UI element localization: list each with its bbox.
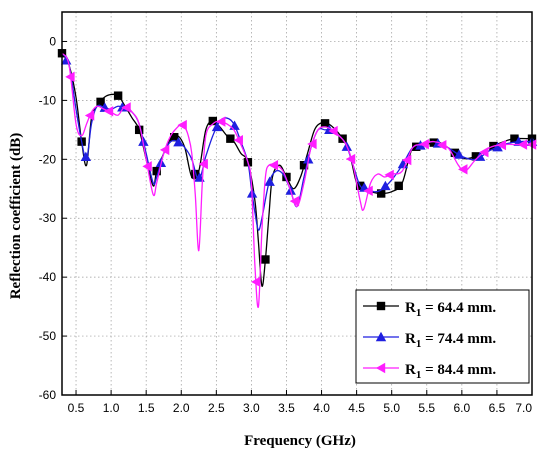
series-point [363,185,373,197]
series-point [170,133,179,142]
series-line [61,52,532,309]
series-point [517,139,528,150]
series-point [412,142,421,151]
series-point [328,125,338,137]
legend-symbol: R [405,362,416,378]
series-point [208,116,218,126]
x-tick-label: 2.5 [208,401,225,415]
series-point [173,137,184,147]
series-point [80,151,92,161]
x-tick-label: 1.5 [138,401,155,415]
series-point [384,169,394,181]
legend-subscript: 1 [416,369,422,381]
series-point [453,149,465,159]
legend-label: R1 = 64.4 mm. [405,300,496,319]
series-point [345,153,356,165]
x-axis-title: Frequency (GHz) [244,433,356,449]
series-point [429,138,438,147]
series-point [401,154,412,166]
series-layer [57,49,538,309]
x-tick-label: 4.0 [313,401,330,415]
series-point [229,120,240,130]
series-point [261,255,270,264]
series-point [198,158,208,170]
series-point [226,134,235,143]
series-point [458,164,468,175]
series-point [510,134,519,143]
series-point [159,144,170,156]
series-3 [61,52,537,309]
series-point [437,139,447,151]
legend-subscript: 1 [416,338,422,350]
series-point [320,119,330,128]
x-tick-label: 0.5 [68,401,85,415]
legend-entry: R1 = 74.4 mm. [363,331,496,350]
series-point [216,116,226,127]
legend-subscript: 1 [416,307,422,319]
series-point [65,71,75,83]
legend-value: = 64.4 mm. [421,300,496,316]
series-point [121,102,131,113]
y-tick-label: -20 [39,152,57,166]
y-tick-label: -30 [39,211,57,225]
legend-symbol: R [405,331,416,347]
y-tick-label: -10 [39,93,57,107]
series-point [307,138,317,150]
series-point [419,138,429,150]
x-tick-label: 3.5 [278,401,295,415]
plot-frame [61,11,533,396]
series-point [233,134,243,146]
series-point [103,106,114,117]
series-point [84,110,95,121]
series-point [268,160,279,171]
series-point [177,119,187,131]
x-tick-label: 5.0 [383,401,400,415]
y-axis: 0 -10 -20 -30 -40 -50 -60 [39,34,67,402]
x-tick-label: 6.5 [489,401,506,415]
series-point [113,91,123,100]
series-point [152,166,161,176]
y-tick-label: -50 [39,329,57,343]
legend-marker [375,362,386,374]
y-tick-label: 0 [49,34,56,48]
legend-marker [376,301,386,311]
x-tick-label: 6.0 [454,401,471,415]
series-point [134,125,144,135]
y-axis-title: Reflection coefficient (dB) [8,133,24,300]
legend-label: R1 = 74.4 mm. [405,331,496,350]
series-point [282,172,291,182]
series-point [142,161,152,172]
series-point [479,147,489,158]
series-point [471,152,481,161]
series-point [211,121,223,132]
y-tick-label: -60 [39,388,57,402]
legend-entry: R1 = 64.4 mm. [363,300,496,319]
series-point [264,176,275,186]
y-tick-label: -40 [39,270,57,284]
x-axis: 0.5 1.0 1.5 2.0 2.5 3.0 3.5 4.0 4.5 5.0 5.5 6.0 6.5 7… [68,390,533,415]
x-tick-label: 2.0 [173,401,190,415]
x-tick-label: 5.5 [418,401,435,415]
legend-value: = 74.4 mm. [421,331,496,347]
series-point [376,189,386,198]
legend-label: R1 = 84.4 mm. [405,362,496,381]
series-point [496,139,507,151]
series-point [299,161,309,170]
series-point [251,276,261,288]
x-tick-label: 1.0 [103,401,120,415]
legend: R1 = 64.4 mm.R1 = 74.4 mm.R1 = 84.4 mm. [355,289,530,384]
series-point [380,180,391,191]
legend-value: = 84.4 mm. [421,362,496,378]
series-point [289,195,300,207]
series-point [394,181,403,191]
series-point [492,142,503,152]
series-point [96,97,105,107]
x-tick-label: 3.0 [243,401,260,415]
legend-entry: R1 = 84.4 mm. [363,362,496,381]
x-tick-label: 7.0 [515,401,532,415]
legend-marker [375,331,387,342]
legend-symbol: R [405,300,416,316]
x-tick-label: 4.5 [348,401,365,415]
